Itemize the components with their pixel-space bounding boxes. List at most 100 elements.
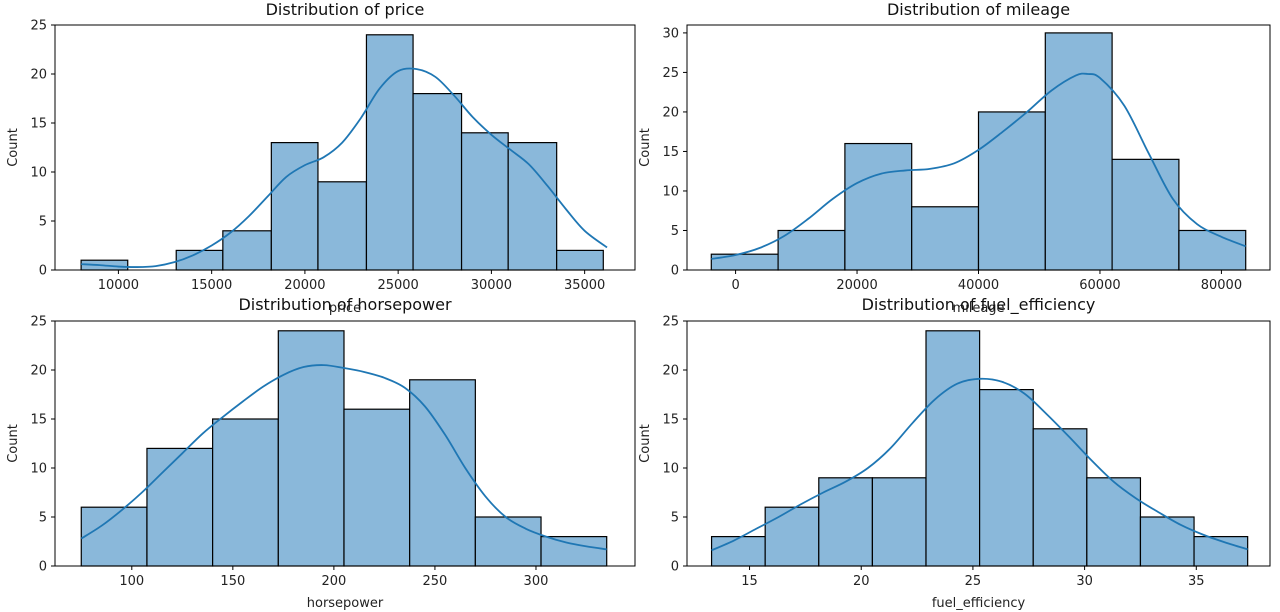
y-tick-label: 5 bbox=[39, 215, 47, 230]
x-tick-label: 20 bbox=[853, 574, 870, 589]
subplot-mileage: 0 20000 40000 60000 80000 0 5 10 15 20 25 30 Distri… bbox=[638, 0, 1271, 316]
x-tick-label: 20000 bbox=[284, 278, 325, 293]
histogram-bar bbox=[1044, 32, 1113, 271]
histogram-bar bbox=[365, 34, 414, 271]
x-tick-label: 35 bbox=[1188, 574, 1205, 589]
histogram-bars bbox=[710, 330, 1249, 567]
y-tick-label: 15 bbox=[30, 413, 47, 428]
y-axis-label: Count bbox=[6, 424, 21, 463]
histogram-bar bbox=[764, 506, 820, 567]
x-axis-label: horsepower bbox=[307, 596, 384, 611]
ticks: 15 20 25 30 35 0 5 10 15 20 25 bbox=[662, 315, 1204, 590]
y-tick-label: 20 bbox=[30, 364, 47, 379]
y-tick-label: 15 bbox=[662, 145, 679, 160]
histogram-bar bbox=[507, 142, 558, 271]
x-axis-label: price bbox=[329, 301, 361, 316]
histogram-bar bbox=[1086, 477, 1142, 567]
histogram-bar bbox=[212, 418, 279, 567]
y-tick-label: 20 bbox=[30, 68, 47, 83]
x-tick-label: 0 bbox=[731, 278, 739, 293]
y-tick-label: 0 bbox=[39, 560, 47, 575]
x-tick-label: 60000 bbox=[1079, 278, 1120, 293]
y-tick-label: 0 bbox=[671, 560, 679, 575]
histogram-bar bbox=[540, 535, 608, 567]
x-tick-label: 200 bbox=[321, 574, 346, 589]
subplot-horsepower: 100 150 200 250 300 0 5 10 15 20 25 Distribution o… bbox=[6, 295, 636, 611]
x-tick-label: 40000 bbox=[958, 278, 999, 293]
x-tick-label: 30 bbox=[1076, 574, 1093, 589]
kde-curve bbox=[80, 364, 607, 551]
histogram-bar bbox=[1032, 428, 1088, 567]
y-tick-label: 15 bbox=[662, 413, 679, 428]
histogram-bar bbox=[710, 535, 766, 567]
histogram-bar bbox=[1178, 229, 1247, 271]
histogram-bar bbox=[460, 132, 509, 271]
y-tick-label: 10 bbox=[30, 462, 47, 477]
x-tick-label: 35000 bbox=[564, 278, 605, 293]
ticks: 10000 15000 20000 25000 30000 35000 0 5 10 15 20 25 bbox=[30, 19, 605, 294]
histogram-bar bbox=[474, 516, 542, 567]
x-tick-label: 20000 bbox=[836, 278, 877, 293]
chart-title: Distribution of horsepower bbox=[238, 295, 452, 314]
x-tick-label: 300 bbox=[524, 574, 549, 589]
x-tick-label: 10000 bbox=[98, 278, 139, 293]
histogram-bar bbox=[146, 447, 214, 567]
y-tick-label: 0 bbox=[39, 264, 47, 279]
histogram-bar bbox=[925, 330, 981, 567]
histogram-bar bbox=[911, 206, 980, 271]
x-tick-label: 15000 bbox=[191, 278, 232, 293]
chart-title: Distribution of mileage bbox=[887, 0, 1070, 19]
histogram-bar bbox=[871, 477, 927, 567]
chart-title: Distribution of price bbox=[266, 0, 425, 19]
y-tick-label: 5 bbox=[671, 511, 679, 526]
y-tick-label: 10 bbox=[30, 166, 47, 181]
x-tick-label: 25000 bbox=[377, 278, 418, 293]
x-tick-label: 30000 bbox=[471, 278, 512, 293]
histogram-bar bbox=[710, 253, 779, 271]
y-tick-label: 25 bbox=[30, 315, 47, 330]
y-tick-label: 10 bbox=[662, 462, 679, 477]
y-axis-label: Count bbox=[638, 424, 653, 463]
x-tick-label: 100 bbox=[119, 574, 144, 589]
x-axis-label: mileage bbox=[952, 301, 1004, 316]
x-tick-label: 250 bbox=[423, 574, 448, 589]
y-tick-label: 0 bbox=[671, 264, 679, 279]
histogram-bar bbox=[977, 111, 1046, 271]
histogram-bar bbox=[222, 230, 272, 271]
subplot-fuel-efficiency: 15 20 25 30 35 0 5 10 15 20 25 Distribution of fue… bbox=[638, 295, 1271, 611]
histogram-bar bbox=[844, 142, 913, 271]
y-tick-label: 5 bbox=[671, 224, 679, 239]
ticks: 100 150 200 250 300 0 5 10 15 20 25 bbox=[30, 315, 548, 590]
histogram-bar bbox=[317, 181, 368, 271]
histogram-bar bbox=[777, 229, 846, 271]
x-tick-label: 15 bbox=[741, 574, 758, 589]
kde-curve bbox=[711, 72, 1247, 260]
y-axis-label: Count bbox=[638, 128, 653, 167]
histogram-bar bbox=[412, 92, 463, 271]
y-tick-label: 25 bbox=[30, 19, 47, 34]
histogram-bar bbox=[343, 408, 411, 567]
histogram-bars bbox=[80, 330, 608, 567]
y-tick-label: 15 bbox=[30, 117, 47, 132]
histogram-bars bbox=[80, 34, 604, 271]
histogram-bar bbox=[556, 249, 604, 271]
ticks: 0 20000 40000 60000 80000 0 5 10 15 20 25 30 bbox=[662, 26, 1242, 293]
x-tick-label: 25 bbox=[965, 574, 982, 589]
y-tick-label: 10 bbox=[662, 184, 679, 199]
x-tick-label: 80000 bbox=[1201, 278, 1242, 293]
histogram-bars bbox=[710, 32, 1247, 271]
subplot-price: 10000 15000 20000 25000 30000 35000 0 5 10 15 20 25… bbox=[6, 0, 636, 316]
y-tick-label: 20 bbox=[662, 105, 679, 120]
y-tick-label: 5 bbox=[39, 511, 47, 526]
y-axis-label: Count bbox=[6, 128, 21, 167]
x-axis-label: fuel_efficiency bbox=[932, 596, 1026, 611]
kde-curve bbox=[711, 377, 1248, 552]
x-tick-label: 150 bbox=[220, 574, 245, 589]
kde-curve bbox=[81, 67, 608, 268]
y-tick-label: 25 bbox=[662, 315, 679, 330]
histogram-bar bbox=[409, 379, 476, 567]
histogram-bar bbox=[1193, 535, 1249, 567]
chart-title: Distribution of fuel_efficiency bbox=[862, 295, 1096, 315]
histogram-bar bbox=[979, 389, 1034, 567]
y-tick-label: 25 bbox=[662, 66, 679, 81]
